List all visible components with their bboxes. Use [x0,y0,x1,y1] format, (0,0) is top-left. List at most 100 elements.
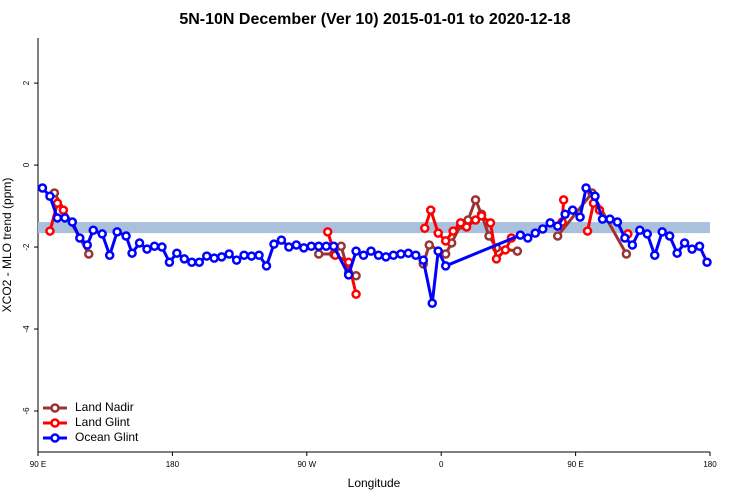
data-point [567,205,578,215]
legend-marker [50,403,60,413]
x-tick-label: 90 E [30,460,46,469]
data-point [58,205,69,215]
data-point [52,213,63,223]
data-point [328,241,339,251]
data-point [621,249,632,259]
data-point [187,257,197,267]
data-point [284,242,294,252]
data-point [537,224,548,234]
data-point [500,245,511,255]
data-point [366,246,376,256]
data-point [343,270,354,280]
data-point [157,242,167,252]
data-point [88,225,99,235]
y-axis-label: XCO2 - MLO trend (ppm) [0,178,14,313]
data-point [276,235,287,245]
data-point [484,231,494,241]
data-point [239,250,249,260]
data-point [299,243,309,253]
data-point [552,221,563,231]
data-point [455,218,466,228]
data-point [433,246,443,256]
data-point [702,257,712,267]
data-point [642,229,653,239]
y-tick-label: -4 [22,325,31,333]
data-point [679,238,690,248]
data-point [246,251,257,261]
data-point [104,250,115,260]
data-point [75,233,85,243]
data-point [530,228,541,238]
data-point [358,250,369,260]
x-axis-label: Longitude [348,476,401,490]
data-point [440,261,451,271]
data-point [605,214,615,224]
data-point [231,255,242,265]
data-point [127,248,137,258]
data-point [491,254,502,264]
data-point [476,211,487,221]
legend-marker [50,418,60,428]
data-point [470,195,481,205]
data-point [112,227,122,237]
chart-title: 5N-10N December (Ver 10) 2015-01-01 to 2… [179,11,570,28]
legend-marker [50,433,60,443]
y-tick-label: -2 [22,243,31,251]
data-point [427,298,437,308]
data-point [216,252,227,262]
data-point [440,236,451,246]
data-point [351,289,361,299]
data-point [515,230,526,240]
x-tick-label: 0 [439,460,444,469]
data-point [209,253,219,263]
data-point [321,241,331,251]
data-point [172,248,182,258]
data-point [411,250,421,260]
data-point [620,233,630,243]
legend-label: Land Nadir [75,400,134,414]
data-point [512,246,523,256]
data-point [664,231,675,241]
data-point [37,183,48,193]
data-point [164,257,175,267]
reference-band [38,222,710,234]
legend-label: Ocean Glint [75,430,139,444]
data-point [560,209,570,220]
data-point [657,227,667,237]
data-point [142,244,152,254]
x-tick-label: 180 [166,460,180,469]
data-point [461,222,472,232]
data-point [149,241,160,251]
data-point [403,248,414,258]
data-point [424,240,435,250]
data-point [672,248,682,258]
data-point [67,217,78,227]
data-point [313,249,324,259]
data-point [254,250,264,260]
data-point [485,218,496,228]
data-point [261,261,272,271]
data-point [558,195,569,205]
data-point [388,250,399,260]
data-point [60,213,70,223]
data-point [590,191,600,201]
data-point [440,249,451,259]
data-point [201,251,212,261]
data-point [612,217,623,227]
data-point [121,231,131,241]
data-point [306,241,317,251]
data-point [336,241,346,251]
data-point [470,215,481,225]
data-point [396,249,406,259]
data-point [448,226,458,236]
data-point [194,257,205,267]
data-point [627,240,638,250]
data-point [179,254,190,264]
data-point [694,241,705,251]
data-point [687,244,697,254]
data-point [291,240,302,250]
data-point [581,183,591,193]
data-point [45,226,55,236]
data-point [545,218,555,228]
data-point [97,229,107,239]
